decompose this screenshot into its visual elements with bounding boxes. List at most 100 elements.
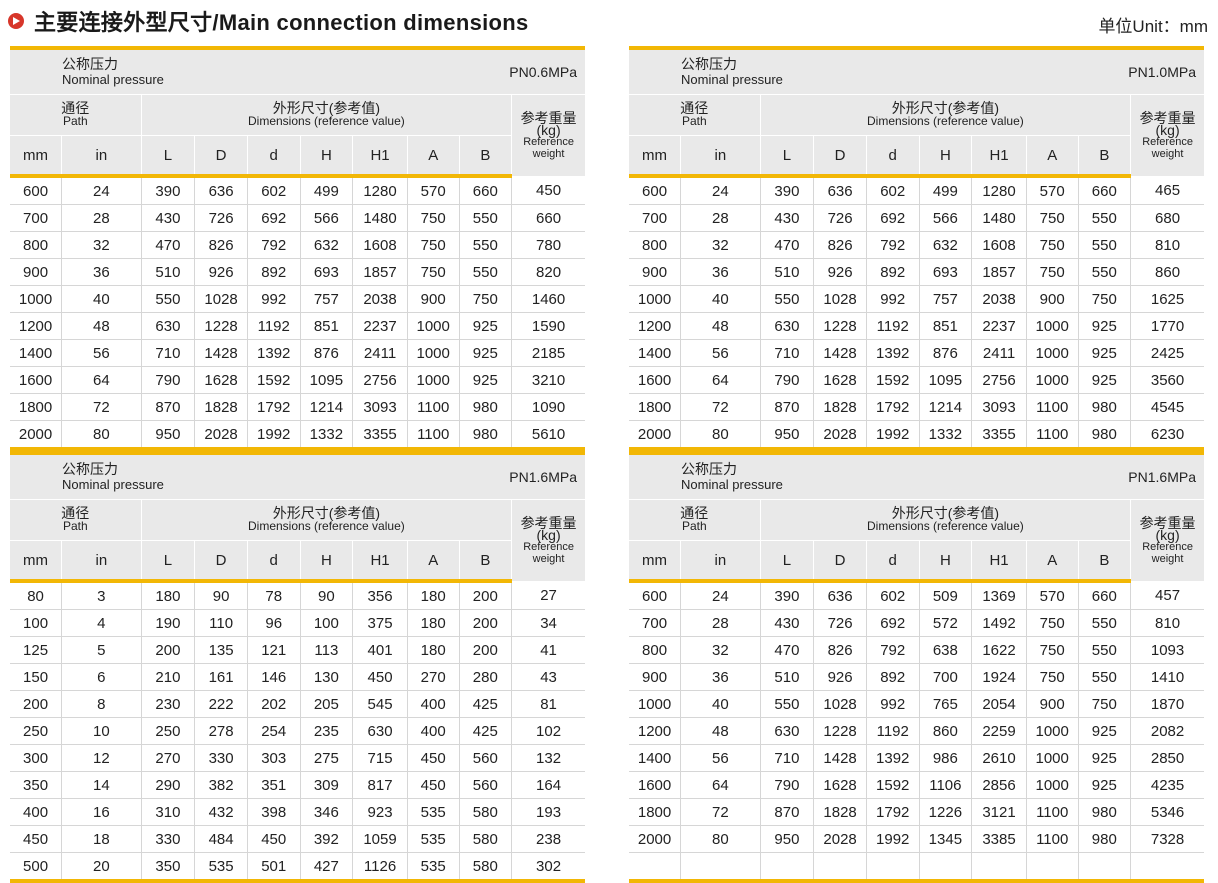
table-cell: 1228	[813, 312, 867, 340]
weight-header-en: Reference weight	[523, 135, 574, 160]
table-cell: 826	[194, 231, 248, 259]
table-cell: 401	[352, 636, 408, 664]
table-cell: 750	[406, 231, 459, 259]
table-cell: 980	[1077, 825, 1131, 853]
table-row: 125 5 200 135 121 113 401 180 200 41	[10, 636, 585, 664]
table-row: 500 20 350 535 501 427 1126 535 580 302	[10, 852, 585, 883]
table-row: 700 28 430 726 692 566 1480 750 550 680	[629, 204, 1204, 232]
table-cell: 2756	[352, 366, 408, 394]
table-cell: 693	[918, 258, 972, 286]
table-cell: 925	[1077, 339, 1131, 367]
table-cell	[1025, 852, 1078, 883]
header-row-pressure: 公称压力 Nominal pressure PN0.6MPa	[10, 46, 585, 95]
table-cell: 5346	[1130, 798, 1204, 826]
table-cell: 1400	[10, 339, 62, 367]
table-cell: 24	[680, 581, 761, 610]
column-header: L	[140, 135, 195, 178]
weight-header-en: Reference weight	[1142, 135, 1193, 160]
header-row-pressure: 公称压力 Nominal pressure PN1.6MPa	[629, 451, 1204, 500]
table-cell: 3385	[971, 825, 1027, 853]
table-cell: 330	[194, 744, 248, 772]
table-cell: 817	[352, 771, 408, 799]
table-cell: 750	[1077, 690, 1131, 718]
column-header: L	[759, 540, 814, 583]
table-cell: 1100	[1025, 798, 1078, 826]
dimensions-header-cn: 外形尺寸(参考值)	[272, 505, 381, 521]
table-cell: 1000	[406, 312, 459, 340]
table-cell: 40	[680, 690, 761, 718]
table-cell: 750	[1025, 204, 1078, 232]
table-cell: 1924	[971, 663, 1027, 691]
table-cell: 1592	[865, 771, 920, 799]
column-header: D	[813, 540, 867, 583]
table-cell: 2259	[971, 717, 1027, 745]
table-cell: 7328	[1130, 825, 1204, 853]
table-cell: 484	[194, 825, 248, 853]
table-row: 1400 56 710 1428 1392 876 2411 1000 925 2425	[629, 339, 1204, 367]
table-cell: 876	[299, 339, 353, 367]
table-cell: 1792	[865, 798, 920, 826]
table-row: 700 28 430 726 692 566 1480 750 550 660	[10, 204, 585, 232]
path-header: 通径 Path	[10, 499, 142, 541]
table-cell: 500	[10, 852, 62, 883]
table-cell: 792	[865, 636, 920, 664]
table-cell: 36	[680, 258, 761, 286]
table-cell: 572	[918, 609, 972, 637]
table-cell: 750	[1025, 609, 1078, 637]
table-cell: 810	[1130, 231, 1204, 259]
table-cell: 692	[246, 204, 301, 232]
table-cell: 510	[759, 258, 814, 286]
table-cell: 450	[406, 744, 459, 772]
table-cell: 278	[194, 717, 248, 745]
table-cell: 600	[629, 581, 681, 610]
table-cell: 64	[680, 771, 761, 799]
table-row: 400 16 310 432 398 346 923 535 580 193	[10, 798, 585, 826]
table-cell: 1600	[629, 366, 681, 394]
table-cell: 12	[61, 744, 142, 772]
table-cell	[759, 852, 814, 883]
table-cell: 48	[61, 312, 142, 340]
column-header: mm	[10, 135, 62, 178]
table-cell: 200	[140, 636, 195, 664]
column-header: H1	[971, 135, 1027, 178]
table-cell: 1392	[865, 339, 920, 367]
table-cell: 980	[458, 393, 512, 421]
table-cell: 1628	[813, 366, 867, 394]
table-row: 1200 48 630 1228 1192 860 2259 1000 925 2082	[629, 717, 1204, 745]
table-row: 150 6 210 161 146 130 450 270 280 43	[10, 663, 585, 691]
table-cell: 1608	[971, 231, 1027, 259]
nominal-pressure-cn: 公称压力	[62, 56, 118, 72]
header-row-groups: 通径 Path 外形尺寸(参考值) Dimensions (reference val…	[629, 94, 1204, 176]
table-cell: 757	[299, 285, 353, 313]
table-cell: 2185	[511, 339, 585, 367]
table-cell: 27	[511, 581, 585, 610]
table-cell: 750	[1077, 285, 1131, 313]
table-cell: 1590	[511, 312, 585, 340]
table-cell: 566	[299, 204, 353, 232]
unit-label: 单位Unit：mm	[1098, 17, 1208, 36]
table-row: 600 24 390 636 602 499 1280 570 660 465	[629, 176, 1204, 205]
table-cell: 1059	[352, 825, 408, 853]
table-cell: 876	[918, 339, 972, 367]
table-cell: 710	[140, 339, 195, 367]
table-cell: 900	[629, 258, 681, 286]
table-cell: 400	[10, 798, 62, 826]
table-cell: 1000	[1025, 312, 1078, 340]
table-cell: 700	[918, 663, 972, 691]
table-cell: 1126	[352, 852, 408, 883]
table-cell: 3210	[511, 366, 585, 394]
table-cell: 1192	[246, 312, 301, 340]
table-cell: 34	[511, 609, 585, 637]
table-cell: 780	[511, 231, 585, 259]
table-cell: 425	[458, 717, 512, 745]
table-cell: 630	[140, 312, 195, 340]
table-cell: 81	[511, 690, 585, 718]
column-header: L	[759, 135, 814, 178]
table-cell: 400	[406, 690, 459, 718]
column-header: mm	[629, 540, 681, 583]
table-cell: 32	[680, 231, 761, 259]
table-cell: 892	[865, 663, 920, 691]
table-cell: 765	[918, 690, 972, 718]
weight-header-cn: 参考重量(kg)	[520, 514, 577, 543]
table-cell	[865, 852, 920, 883]
